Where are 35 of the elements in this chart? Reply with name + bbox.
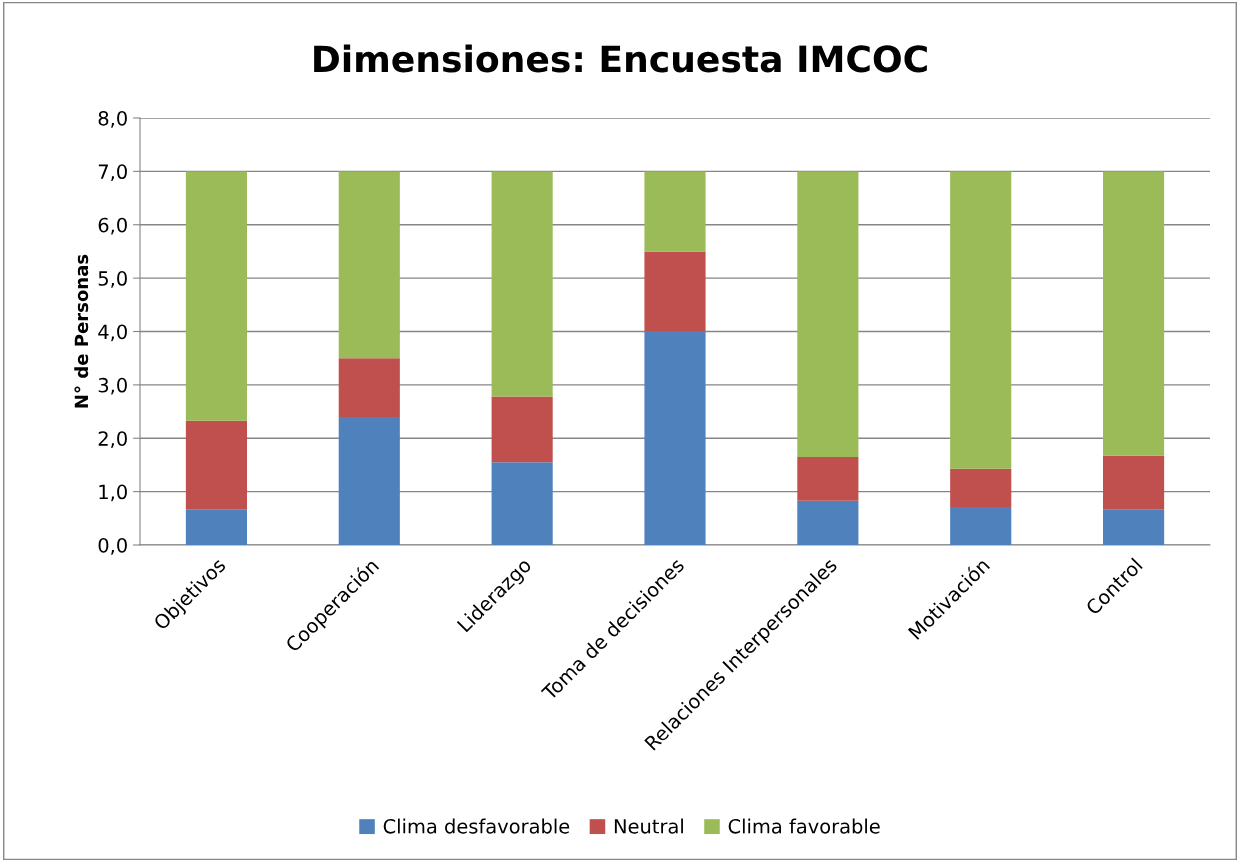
y-tick-label: 5,0: [98, 271, 127, 288]
y-tick-label: 8,0: [98, 110, 127, 128]
bar: [644, 331, 706, 545]
bar: [797, 171, 859, 457]
legend-label: Neutral: [614, 818, 683, 834]
bar: [950, 468, 1012, 508]
bar: [797, 500, 859, 545]
y-axis-title: N° de Personas: [74, 254, 89, 408]
bar: [185, 509, 247, 545]
legend-label: Clima desfavorable: [383, 818, 570, 834]
bar: [185, 420, 247, 510]
bar: [491, 171, 553, 397]
y-tick-label: 6,0: [98, 217, 127, 235]
bar: [950, 171, 1012, 469]
chart-title: Dimensiones: Encuesta IMCOC: [314, 44, 927, 73]
y-tick-label: 1,0: [99, 484, 127, 502]
y-tick-label: 7,0: [98, 164, 127, 182]
bar: [185, 171, 247, 421]
bar: [950, 507, 1012, 545]
bar: [491, 396, 553, 463]
y-tick-label: 4,0: [98, 324, 127, 342]
bar: [338, 358, 400, 417]
legend-label: Clima favorable: [728, 818, 880, 834]
bar: [491, 462, 553, 545]
y-tick-label: 0,0: [98, 537, 127, 555]
bar: [1103, 171, 1165, 456]
bar: [338, 171, 400, 359]
bar: [1103, 455, 1165, 510]
bar: [338, 416, 400, 545]
y-tick-label: 2,0: [98, 431, 127, 448]
bar: [1103, 509, 1165, 545]
bar: [797, 456, 859, 501]
bar: [644, 251, 706, 332]
y-tick-label: 3,0: [98, 377, 127, 395]
bar: [644, 171, 706, 252]
